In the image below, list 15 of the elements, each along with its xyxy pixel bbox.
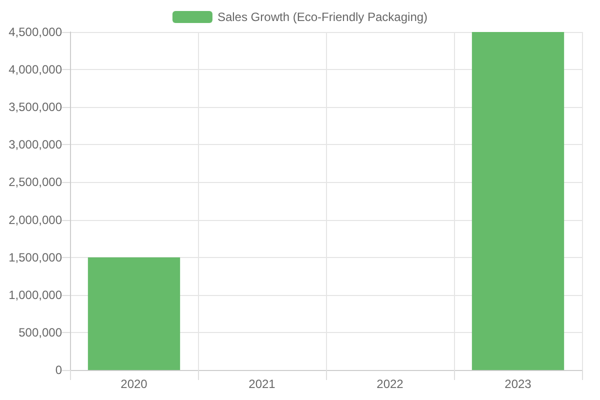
legend-label: Sales Growth (Eco-Friendly Packaging) bbox=[217, 10, 428, 24]
y-tick-label: 4,500,000 bbox=[8, 25, 62, 39]
y-tick-label: 1,500,000 bbox=[8, 250, 62, 264]
y-tick-label: 2,000,000 bbox=[8, 212, 62, 227]
x-tick-label: 2023 bbox=[504, 377, 532, 391]
y-tick-label: 2,500,000 bbox=[8, 175, 62, 190]
y-tick-label: 3,500,000 bbox=[8, 100, 62, 114]
y-tick-label: 0 bbox=[55, 363, 62, 377]
y-tick-label: 500,000 bbox=[18, 325, 62, 340]
y-tick-label: 1,000,000 bbox=[8, 288, 62, 302]
x-tick-label: 2022 bbox=[376, 377, 404, 391]
y-tick-label: 4,000,000 bbox=[8, 62, 62, 77]
y-tick-label: 3,000,000 bbox=[8, 138, 62, 152]
x-tick-label: 2020 bbox=[120, 377, 148, 391]
x-tick-label: 2021 bbox=[248, 377, 276, 391]
